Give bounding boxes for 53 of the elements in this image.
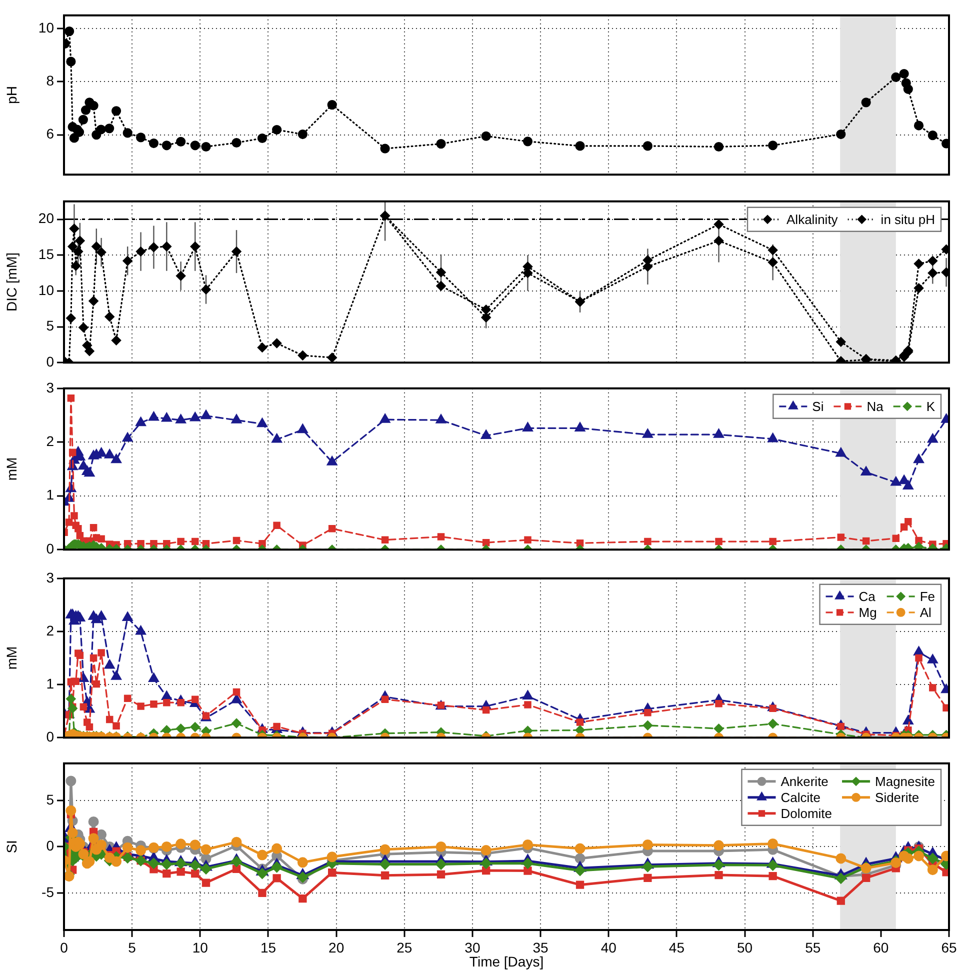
legend-label: Si xyxy=(812,398,824,414)
x-tick-label: 65 xyxy=(941,939,957,956)
x-tick-label: 30 xyxy=(464,939,480,956)
x-tick-label: 25 xyxy=(396,939,412,956)
x-tick-label: 5 xyxy=(128,939,136,956)
x-tick-label: 40 xyxy=(600,939,617,956)
y-tick-label: 3 xyxy=(46,379,54,396)
legend-label: K xyxy=(926,398,936,414)
x-tick-label: 15 xyxy=(260,939,276,956)
y-tick-label: 5 xyxy=(46,791,54,808)
legend-label: Ankerite xyxy=(780,774,828,789)
x-tick-label: 55 xyxy=(805,939,821,956)
y-axis-title: SI xyxy=(3,840,20,854)
y-axis-title: pH xyxy=(3,86,20,104)
y-tick-label: 8 xyxy=(46,72,54,89)
y-tick-label: 2 xyxy=(46,622,54,638)
y-tick-label: 3 xyxy=(46,569,54,586)
y-tick-label: 0 xyxy=(46,353,54,370)
y-tick-label: 5 xyxy=(46,318,54,334)
legend-label: Ca xyxy=(858,588,876,604)
y-tick-label: -5 xyxy=(42,884,54,900)
x-tick-label: 35 xyxy=(532,939,549,956)
y-tick-label: 15 xyxy=(38,246,54,262)
y-tick-label: 0 xyxy=(46,838,54,854)
y-tick-label: 20 xyxy=(38,210,54,226)
y-tick-label: 1 xyxy=(46,675,54,692)
y-tick-label: 0 xyxy=(46,540,54,556)
y-axis-title: mM xyxy=(3,646,20,670)
legend-label: Fe xyxy=(920,588,935,604)
legend-label: Calcite xyxy=(780,790,820,805)
y-tick-label: 0 xyxy=(46,728,54,744)
y-tick-label: 1 xyxy=(46,486,54,503)
x-tick-label: 10 xyxy=(192,939,208,956)
y-tick-label: 2 xyxy=(46,432,54,449)
y-tick-label: 10 xyxy=(38,20,54,36)
x-tick-label: 50 xyxy=(736,939,753,956)
x-axis-title: Time [Days] xyxy=(469,953,544,970)
legend-label: Dolomite xyxy=(780,806,832,821)
x-tick-label: 60 xyxy=(873,939,889,956)
y-axis-title: mM xyxy=(3,457,20,481)
y-axis-title: DIC [mM] xyxy=(3,252,20,312)
legend-label: Al xyxy=(920,604,932,620)
x-tick-label: 20 xyxy=(328,939,344,956)
legend-label: Siderite xyxy=(875,790,920,805)
x-tick-label: 0 xyxy=(60,939,68,956)
legend-label: Na xyxy=(866,398,884,414)
x-tick-label: 45 xyxy=(668,939,685,956)
legend-label: Alkalinity xyxy=(786,212,838,227)
y-tick-label: 6 xyxy=(46,126,54,142)
legend-label: Mg xyxy=(858,604,877,620)
legend-label: Magnesite xyxy=(875,774,936,789)
y-tick-label: 10 xyxy=(38,282,54,298)
legend-label: in situ pH xyxy=(880,212,936,227)
